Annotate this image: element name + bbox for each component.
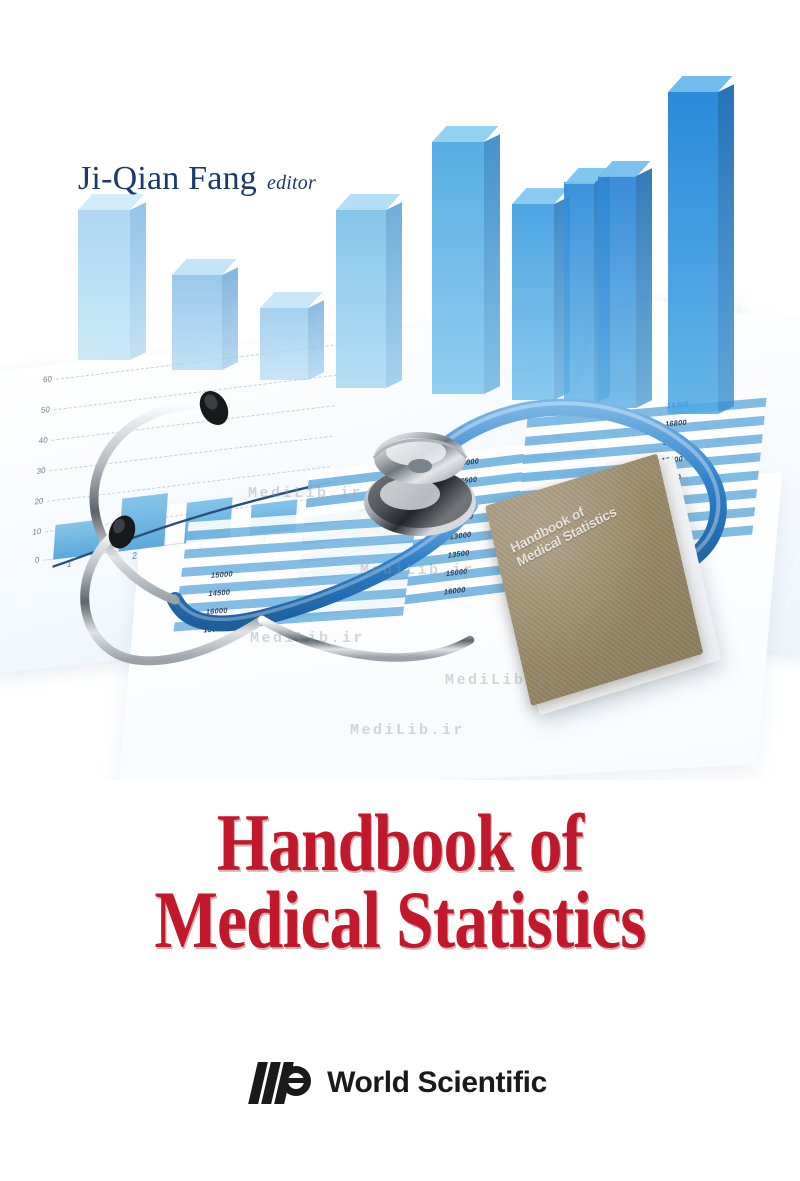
bar-3d — [78, 194, 146, 360]
bar-3d — [564, 168, 610, 404]
watermark: MediLib.ir — [445, 672, 561, 689]
chart-ytick: 40 — [38, 435, 48, 446]
bar-3d — [336, 194, 402, 388]
title-line-2: Medical Statistics — [154, 874, 646, 966]
logo-s-glyph — [281, 1066, 312, 1096]
publisher-name: World Scientific — [327, 1066, 547, 1099]
chart-ytick: 60 — [42, 374, 53, 385]
author-byline: Ji-Qian Fang editor — [78, 160, 316, 198]
watermark: MediLib.ir — [250, 630, 366, 647]
title-line-1: Handbook of — [216, 797, 584, 888]
table-cell: 13000 — [202, 623, 226, 635]
chart-ytick: 0 — [34, 555, 40, 565]
table-cell: 16000 — [205, 605, 229, 617]
world-scientific-logo-icon — [248, 1060, 317, 1106]
chart-ytick: 20 — [34, 496, 44, 507]
bar-3d — [668, 76, 734, 414]
publisher-block: World Scientific — [0, 1060, 800, 1106]
watermark: MediLib.ir — [360, 562, 476, 579]
notebook-title-line2: Medical Statistics — [514, 504, 619, 570]
bar-3d — [260, 292, 324, 380]
bar-3d — [598, 161, 652, 408]
table-cell: 15000 — [210, 569, 234, 580]
chart-ytick: 30 — [36, 465, 46, 476]
watermark: MediLib.ir — [350, 722, 466, 739]
page-title: Handbook of Medical Statistics — [0, 797, 800, 966]
bar-3d — [512, 188, 570, 400]
table-cell: 14500 — [207, 587, 231, 599]
bar-chart-3d — [60, 60, 760, 480]
chart-ytick: 10 — [32, 526, 42, 537]
author-name: Ji-Qian Fang — [78, 160, 257, 197]
bar-3d — [432, 126, 500, 394]
author-role: editor — [267, 172, 316, 194]
watermark: MediLib.ir — [248, 485, 364, 502]
bar-3d — [172, 259, 238, 370]
chart-ytick: 50 — [40, 404, 51, 416]
